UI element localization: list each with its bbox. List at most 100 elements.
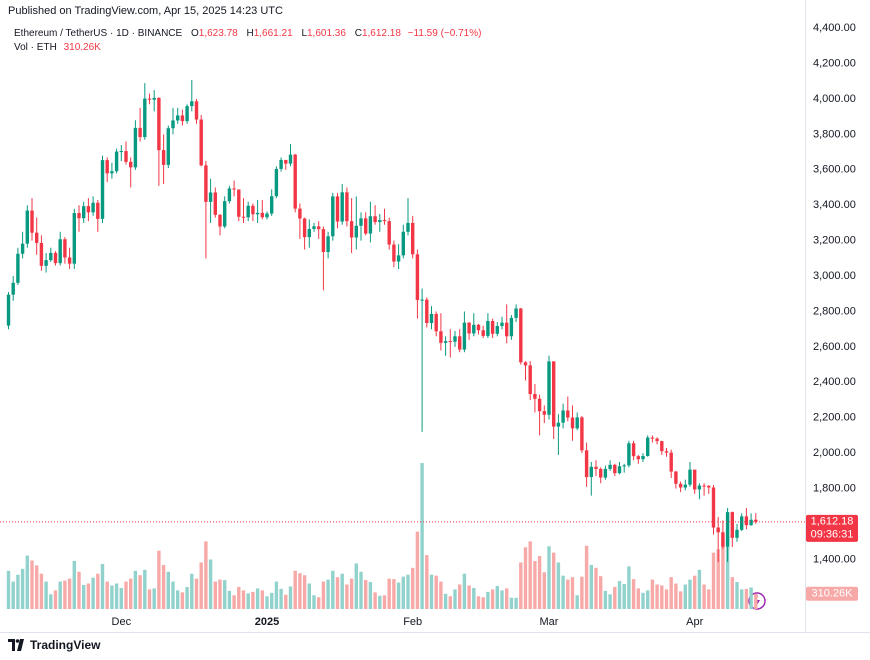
volume-bar <box>744 588 749 609</box>
candle-body <box>161 150 166 165</box>
candle-body <box>237 189 241 217</box>
volume-bar <box>326 579 330 609</box>
candle-body <box>138 127 142 138</box>
candle-body <box>72 213 76 264</box>
candle-body <box>688 469 692 485</box>
candle-body <box>415 254 420 300</box>
candle-body <box>260 212 264 218</box>
candle-body <box>631 443 636 457</box>
candle-body <box>11 282 15 295</box>
footer: TradingView <box>8 638 100 652</box>
candle-body <box>298 208 302 219</box>
legend-key: L <box>301 28 307 39</box>
volume-bar <box>678 591 683 609</box>
volume-name: Vol · ETH <box>14 42 57 53</box>
volume-bar <box>6 570 11 609</box>
y-tick-label: 3,200.00 <box>813 235 856 247</box>
candle-body <box>514 308 518 318</box>
candle-body <box>627 443 631 466</box>
x-tick-label: Dec <box>112 616 132 628</box>
candle-body <box>467 322 471 334</box>
x-tick-label: 2025 <box>255 616 279 628</box>
volume-bar <box>241 590 246 609</box>
candle-body <box>505 322 509 337</box>
volume-bar <box>44 581 48 609</box>
volume-bar <box>523 547 528 609</box>
candle-body <box>312 226 316 229</box>
y-tick-label: 4,200.00 <box>813 57 856 69</box>
volume-bar <box>270 592 274 609</box>
y-tick-label: 1,400.00 <box>813 553 856 565</box>
candle-body <box>152 97 156 100</box>
volume-tag-text: 310.26K <box>812 588 854 600</box>
candle-body <box>754 519 758 522</box>
candle-body <box>227 188 232 202</box>
candle-body <box>674 471 678 484</box>
candle-body <box>279 159 283 169</box>
candle-body <box>133 127 138 168</box>
volume-bar <box>490 589 495 609</box>
volume-bar <box>16 574 20 609</box>
volume-bar <box>129 578 133 609</box>
volume-bar <box>30 560 34 609</box>
volume-bar <box>674 583 678 609</box>
volume-bar <box>58 581 62 609</box>
candle-body <box>20 243 25 254</box>
candle-body <box>387 221 391 245</box>
volume-bar <box>693 575 697 609</box>
candle-body <box>147 98 152 100</box>
countdown: 09:36:31 <box>811 529 854 541</box>
volume-bar <box>110 585 114 609</box>
volume-bar <box>359 571 363 609</box>
candle-body <box>194 101 199 120</box>
y-tick-label: 3,400.00 <box>813 199 856 211</box>
candle-body <box>669 452 673 472</box>
candle-body <box>693 469 697 490</box>
volume-bar <box>735 582 739 609</box>
candle-body <box>542 411 546 415</box>
volume-bar <box>660 585 664 609</box>
candle-body <box>580 417 584 451</box>
candle-body <box>91 202 95 213</box>
candle-body <box>584 450 589 478</box>
candle-body <box>190 101 194 107</box>
volume-bar <box>443 593 448 609</box>
candle-body <box>570 417 575 429</box>
candle-body <box>35 232 39 243</box>
volume-bar <box>613 586 617 609</box>
candle-body <box>213 192 217 215</box>
candle-body <box>246 205 250 218</box>
volume-bar <box>411 567 415 609</box>
y-tick-label: 2,000.00 <box>813 447 856 459</box>
candle-body <box>725 512 730 547</box>
volume-bar <box>246 593 250 609</box>
candle-body <box>378 220 382 223</box>
volume-bar <box>274 581 279 609</box>
volume-bar <box>100 563 105 609</box>
candle-body <box>307 228 311 238</box>
volume-bar <box>20 568 25 609</box>
volume-bar <box>396 582 401 609</box>
volume-bar <box>331 570 335 609</box>
volume-bar <box>646 590 650 609</box>
candle-body <box>166 128 170 165</box>
candle-body <box>401 231 405 256</box>
volume-bar <box>63 580 67 609</box>
volume-bar <box>387 578 391 609</box>
symbol: Ethereum / TetherUS · 1D · BINANCE <box>14 28 183 39</box>
volume-bar <box>631 579 636 609</box>
volume-bar <box>580 576 584 609</box>
volume-bar <box>171 581 175 609</box>
candle-body <box>509 317 514 337</box>
candle-body <box>495 326 499 334</box>
volume-bar <box>208 559 213 609</box>
candle-body <box>345 192 349 222</box>
candle-body <box>490 321 495 334</box>
volume-bar <box>49 594 53 609</box>
candle-body <box>317 226 321 230</box>
y-tick-label: 4,400.00 <box>813 22 856 34</box>
candle-body <box>124 151 128 162</box>
candle-body <box>434 313 438 332</box>
legend-key: O <box>190 28 199 39</box>
candle-body <box>481 330 485 336</box>
